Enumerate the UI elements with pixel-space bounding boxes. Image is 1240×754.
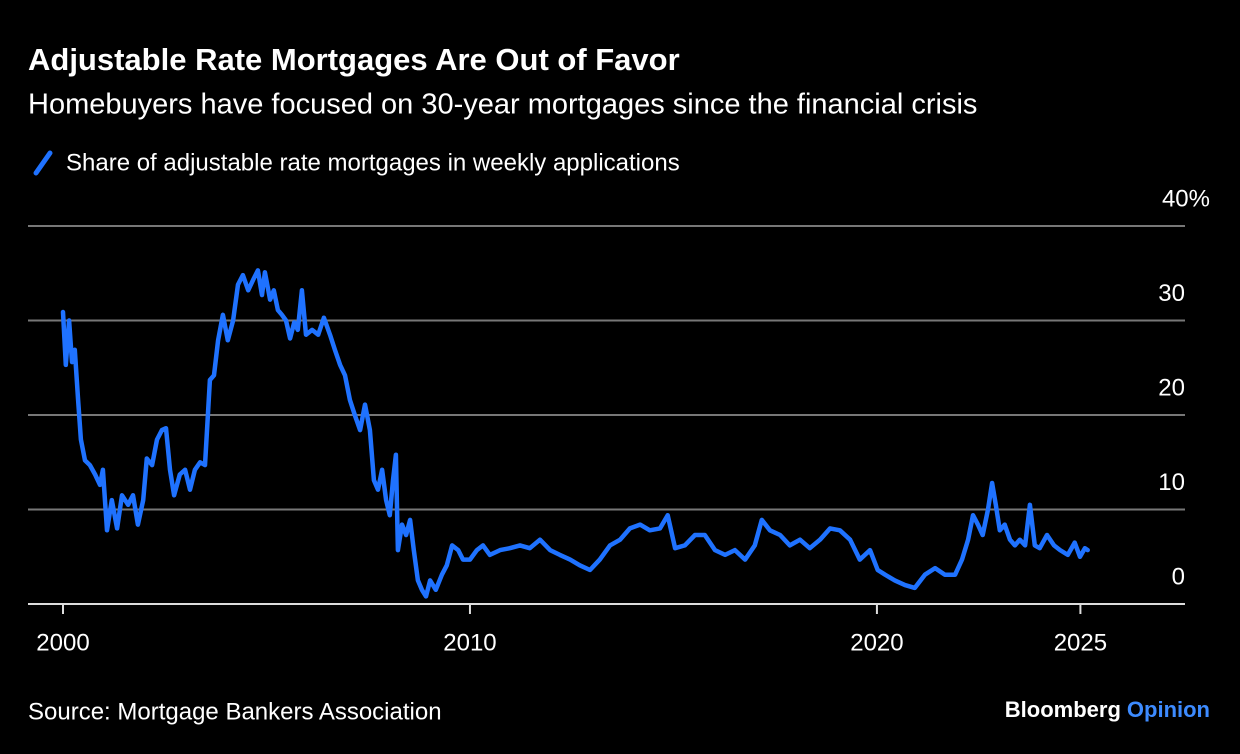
chart-title: Adjustable Rate Mortgages Are Out of Fav… <box>28 42 680 77</box>
x-tick-label: 2020 <box>850 629 903 656</box>
series-line <box>60 268 1090 599</box>
y-tick-label: 40% <box>1162 185 1210 212</box>
brand: Bloomberg Opinion <box>1005 697 1210 722</box>
brand-suffix: Opinion <box>1127 697 1210 722</box>
brand-name: Bloomberg <box>1005 697 1121 722</box>
legend-label: Share of adjustable rate mortgages in we… <box>66 149 680 176</box>
x-tick-label: 2025 <box>1054 629 1107 656</box>
y-tick-label: 30 <box>1158 280 1185 307</box>
y-tick-label: 20 <box>1158 374 1185 401</box>
legend-swatch <box>33 150 53 176</box>
y-tick-label: 0 <box>1172 563 1185 590</box>
source: Source: Mortgage Bankers Association <box>28 698 442 725</box>
x-tick-label: 2010 <box>443 629 496 656</box>
x-tick-label: 2000 <box>36 629 89 656</box>
y-tick-label: 10 <box>1158 469 1185 496</box>
chart-subtitle: Homebuyers have focused on 30-year mortg… <box>28 89 977 121</box>
